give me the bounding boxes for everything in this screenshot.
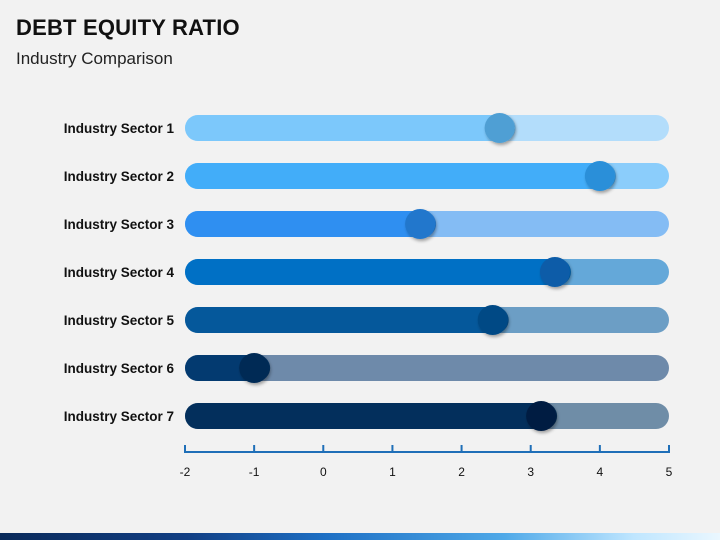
slide-title: DEBT EQUITY RATIO — [16, 15, 240, 40]
x-tick-label-6: 4 — [597, 465, 604, 479]
x-tick-label-2: 0 — [320, 465, 327, 479]
bars-layer: Industry Sector 1 Industry Sector 2 Indust… — [64, 113, 669, 431]
bar-track-6 — [185, 355, 669, 381]
x-tick-label-5: 3 — [527, 465, 534, 479]
category-label-5: Industry Sector 5 — [64, 313, 175, 328]
bar-fill-3 — [185, 211, 437, 237]
category-label-1: Industry Sector 1 — [64, 121, 175, 136]
x-tick-label-0: -2 — [180, 465, 191, 479]
value-marker-7 — [526, 401, 557, 431]
bar-fill-7 — [185, 403, 558, 429]
value-marker-4 — [539, 257, 570, 287]
bar-fill-5 — [185, 307, 509, 333]
value-marker-1 — [484, 113, 515, 143]
bar-fill-2 — [185, 163, 616, 189]
category-label-7: Industry Sector 7 — [64, 409, 174, 424]
slide-subtitle: Industry Comparison — [16, 49, 173, 68]
category-label-3: Industry Sector 3 — [64, 217, 175, 232]
value-marker-5 — [477, 305, 508, 335]
value-marker-2 — [584, 161, 615, 191]
footer-gradient-bar — [0, 533, 720, 540]
value-marker-6 — [239, 353, 270, 383]
x-tick-label-4: 2 — [458, 465, 465, 479]
x-tick-label-3: 1 — [389, 465, 396, 479]
x-tick-label-7: 5 — [666, 465, 673, 479]
bar-fill-4 — [185, 259, 571, 285]
x-axis: -2 -1 0 1 2 3 4 5 — [180, 445, 673, 479]
value-marker-3 — [405, 209, 436, 239]
category-label-4: Industry Sector 4 — [64, 265, 175, 280]
x-tick-label-1: -1 — [249, 465, 260, 479]
category-label-2: Industry Sector 2 — [64, 169, 174, 184]
category-label-6: Industry Sector 6 — [64, 361, 175, 376]
bar-fill-1 — [185, 115, 516, 141]
